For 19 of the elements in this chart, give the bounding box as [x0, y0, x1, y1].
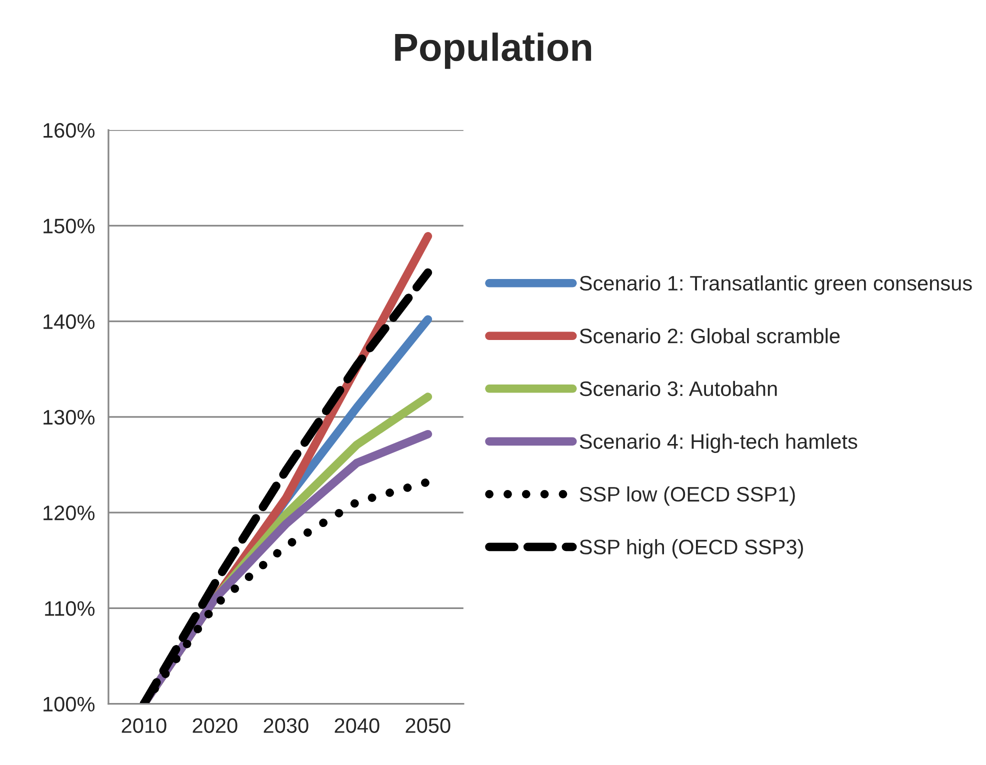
y-tick-label: 150% [44, 218, 95, 234]
y-tick-label: 120% [44, 506, 95, 520]
y-tick-label: 140% [44, 314, 95, 330]
legend-label: Scenario 4: High-tech hamlets [580, 434, 858, 454]
legend-label: Scenario 3: Autobahn [580, 380, 777, 396]
x-tick-label: 2050 [406, 718, 450, 733]
y-tick-label: 160% [44, 123, 95, 138]
x-tick-label: 2040 [334, 718, 380, 733]
legend-label: SSP high (OECD SSP3) [580, 539, 803, 559]
y-tick-label: 130% [44, 410, 95, 425]
legend-label: SSP low (OECD SSP1) [580, 486, 795, 506]
y-tick-label: 110% [45, 601, 95, 616]
legend-label: Scenario 1: Transatlantic green consensus [580, 275, 972, 295]
y-tick-label: 100% [44, 696, 95, 712]
chart-title: Population [395, 32, 592, 69]
x-tick-label: 2010 [122, 718, 166, 733]
legend-label: Scenario 2: Global scramble [580, 328, 840, 344]
x-tick-label: 2020 [192, 718, 238, 733]
x-tick-label: 2030 [264, 718, 308, 733]
